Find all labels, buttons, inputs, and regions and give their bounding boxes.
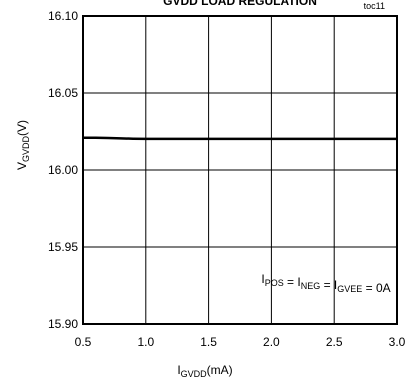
x-axis-label: IGVDD(mA) bbox=[177, 363, 232, 379]
x-tick-label: 1.5 bbox=[200, 335, 217, 349]
y-tick-labels: 16.10 16.05 16.00 15.95 15.90 bbox=[48, 9, 78, 331]
x-tick-label: 2.5 bbox=[326, 335, 343, 349]
plot-frame bbox=[82, 15, 398, 325]
y-axis-label-main: V bbox=[15, 162, 29, 170]
x-tick-labels: 0.5 1.0 1.5 2.0 2.5 3.0 bbox=[75, 335, 406, 349]
chart-title: GVDD LOAD REGULATION bbox=[163, 0, 317, 8]
series-layer bbox=[83, 136, 397, 141]
series-line bbox=[83, 136, 397, 141]
y-axis-label-sub: GVDD bbox=[21, 135, 31, 162]
y-axis-label-unit: (V) bbox=[15, 120, 29, 136]
x-axis-label-sub: GVDD bbox=[181, 369, 208, 379]
x-axis-label-main: I bbox=[177, 363, 180, 377]
annotation-text-2: = I bbox=[320, 278, 337, 292]
y-tick-label: 15.95 bbox=[48, 240, 78, 254]
annotation-text-3: = 0A bbox=[362, 281, 390, 295]
annotation-sub-0: POS bbox=[265, 278, 284, 288]
annotation-text-1: = I bbox=[284, 275, 301, 289]
annotation-sub-1: NEG bbox=[301, 281, 321, 291]
annotation-sub-2: GVEE bbox=[337, 284, 362, 294]
y-tick-label: 15.90 bbox=[48, 317, 78, 331]
condition-annotation: IPOS = INEG = IGVEE = 0A bbox=[261, 272, 390, 295]
annotation-text-0: I bbox=[261, 272, 264, 286]
figure-tag: toc11 bbox=[364, 1, 385, 11]
x-tick-label: 0.5 bbox=[75, 335, 92, 349]
y-tick-label: 16.00 bbox=[48, 163, 78, 177]
y-tick-label: 16.05 bbox=[48, 86, 78, 100]
grid-lines bbox=[83, 16, 397, 324]
x-tick-label: 2.0 bbox=[263, 335, 280, 349]
y-axis-label: VGVDD(V) bbox=[15, 120, 31, 170]
y-tick-label: 16.10 bbox=[48, 9, 78, 23]
x-tick-label: 1.0 bbox=[137, 335, 154, 349]
x-axis-label-unit: (mA) bbox=[207, 363, 233, 377]
x-tick-label: 3.0 bbox=[389, 335, 406, 349]
